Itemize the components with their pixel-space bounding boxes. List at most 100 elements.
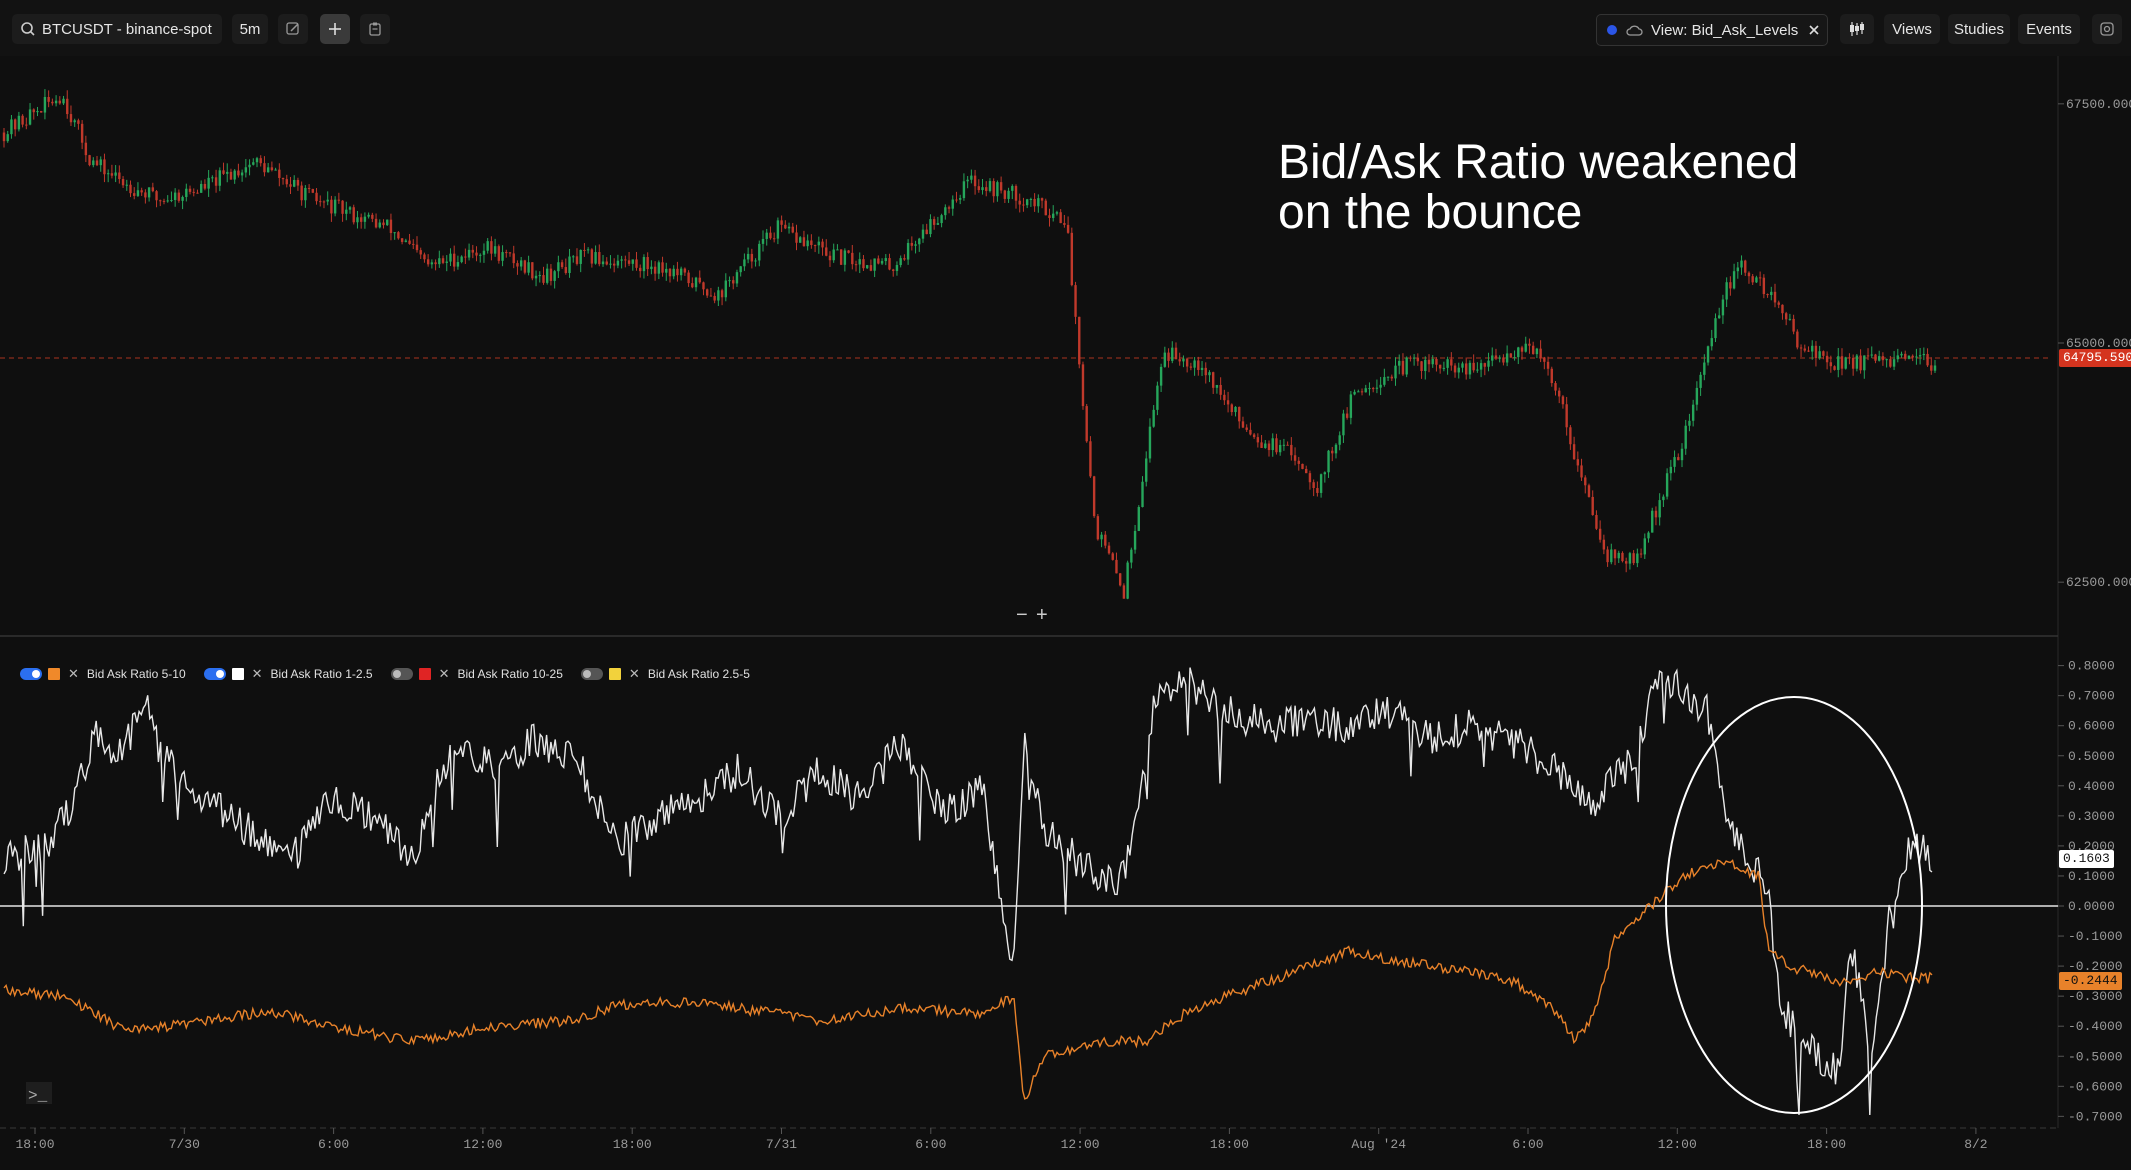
candle-body bbox=[1654, 510, 1658, 518]
legend-toggle[interactable] bbox=[390, 668, 413, 680]
events-button[interactable]: Events bbox=[2018, 14, 2080, 44]
candle-body bbox=[1427, 359, 1431, 365]
candle-body bbox=[612, 263, 616, 266]
legend-swatch[interactable] bbox=[48, 668, 60, 680]
candle-body bbox=[170, 200, 173, 202]
views-button[interactable]: Views bbox=[1884, 14, 1940, 44]
candle-body bbox=[1465, 363, 1468, 375]
symbol-search[interactable]: BTCUSDT - binance-spot bbox=[12, 14, 222, 44]
legend-remove-icon[interactable]: ✕ bbox=[628, 666, 640, 681]
pane-plus-button[interactable]: + bbox=[1036, 604, 1048, 626]
annotation-line-2: on the bounce bbox=[1278, 186, 1583, 239]
candle-body bbox=[408, 240, 411, 244]
studies-button[interactable]: Studies bbox=[1948, 14, 2010, 44]
legend-remove-icon[interactable]: ✕ bbox=[251, 666, 263, 681]
candle-body bbox=[1531, 345, 1535, 355]
candle-body bbox=[1517, 347, 1520, 358]
candle-body bbox=[1375, 387, 1379, 389]
candle-body bbox=[1621, 552, 1624, 562]
candle-body bbox=[1178, 359, 1181, 362]
add-button[interactable] bbox=[320, 14, 350, 44]
candle-body bbox=[1163, 352, 1167, 367]
candle-body bbox=[1066, 224, 1070, 233]
candle-body bbox=[1669, 466, 1673, 474]
candle-body bbox=[1524, 343, 1527, 352]
candle-body bbox=[687, 272, 690, 284]
candle-body bbox=[1100, 534, 1103, 540]
candle-body bbox=[810, 240, 813, 246]
legend-remove-icon[interactable]: ✕ bbox=[438, 666, 450, 681]
candle-body bbox=[631, 259, 634, 264]
candle-body bbox=[657, 262, 661, 274]
candle-body bbox=[1040, 198, 1044, 201]
candle-body bbox=[300, 185, 303, 201]
interval-button[interactable]: 5m bbox=[232, 14, 268, 44]
legend-swatch[interactable] bbox=[418, 668, 431, 680]
candle-body bbox=[54, 100, 58, 104]
terminal-icon[interactable]: >_ bbox=[26, 1082, 52, 1105]
candle-body bbox=[958, 198, 962, 200]
candle-body bbox=[1104, 534, 1107, 546]
candle-body bbox=[505, 252, 508, 254]
legend-toggle[interactable] bbox=[20, 668, 42, 680]
candle-body bbox=[255, 158, 259, 163]
candle-body bbox=[1130, 549, 1133, 563]
indicator-tick-label: 0.1000 bbox=[2068, 869, 2115, 884]
legend-swatch[interactable] bbox=[231, 668, 244, 680]
candle-body bbox=[1762, 277, 1766, 295]
candle-body bbox=[1665, 473, 1669, 497]
candle-body bbox=[1405, 357, 1408, 375]
candle-body bbox=[337, 199, 341, 201]
candle-body bbox=[1651, 510, 1654, 533]
legend-toggle[interactable] bbox=[580, 668, 603, 680]
close-icon[interactable] bbox=[1808, 24, 1820, 36]
candle-body bbox=[333, 199, 337, 214]
candle-body bbox=[125, 184, 128, 186]
candle-body bbox=[467, 249, 471, 258]
candle-body bbox=[1007, 190, 1010, 199]
legend-remove-icon[interactable]: ✕ bbox=[68, 666, 79, 681]
clipboard-button[interactable] bbox=[360, 14, 390, 44]
edit-button[interactable] bbox=[278, 14, 308, 44]
candle-body bbox=[1208, 372, 1211, 376]
settings-button[interactable] bbox=[2092, 14, 2122, 44]
annotation-text: Bid/Ask Ratio weakened on the bounce bbox=[1278, 138, 1798, 238]
candle-body bbox=[1245, 427, 1248, 430]
candle-body bbox=[531, 262, 534, 279]
candle-body bbox=[1584, 477, 1587, 486]
view-selector[interactable]: View: Bid_Ask_Levels bbox=[1596, 14, 1828, 46]
candle-body bbox=[356, 217, 359, 223]
candle-body bbox=[17, 115, 21, 130]
candle-body bbox=[92, 160, 95, 166]
candle-body bbox=[1278, 444, 1282, 453]
candle-body bbox=[1513, 357, 1516, 359]
candle-body bbox=[1561, 396, 1565, 405]
candle-body bbox=[702, 282, 705, 290]
candle-body bbox=[1033, 198, 1036, 207]
candle-body bbox=[746, 253, 750, 260]
candle-body bbox=[464, 256, 467, 258]
candle-body bbox=[884, 258, 887, 262]
candle-body bbox=[717, 290, 720, 301]
candle-body bbox=[1338, 435, 1341, 445]
candle-body bbox=[1156, 385, 1159, 410]
candle-body bbox=[985, 187, 988, 191]
candles-button[interactable] bbox=[1840, 14, 1874, 44]
candle-body bbox=[1416, 357, 1420, 362]
candle-body bbox=[546, 268, 549, 283]
candle-body bbox=[2, 132, 6, 142]
candle-body bbox=[311, 188, 315, 193]
pane-minus-button[interactable]: − bbox=[1016, 604, 1028, 626]
candle-body bbox=[1152, 409, 1155, 427]
candle-body bbox=[635, 259, 638, 268]
candle-body bbox=[1572, 444, 1576, 460]
legend-toggle[interactable] bbox=[203, 668, 226, 680]
legend-swatch[interactable] bbox=[608, 668, 621, 680]
candle-body bbox=[691, 283, 694, 288]
candle-body bbox=[1167, 352, 1170, 361]
candle-body bbox=[1204, 367, 1207, 376]
candle-body bbox=[397, 232, 400, 239]
candle-body bbox=[590, 249, 594, 264]
candle-body bbox=[1171, 347, 1174, 361]
